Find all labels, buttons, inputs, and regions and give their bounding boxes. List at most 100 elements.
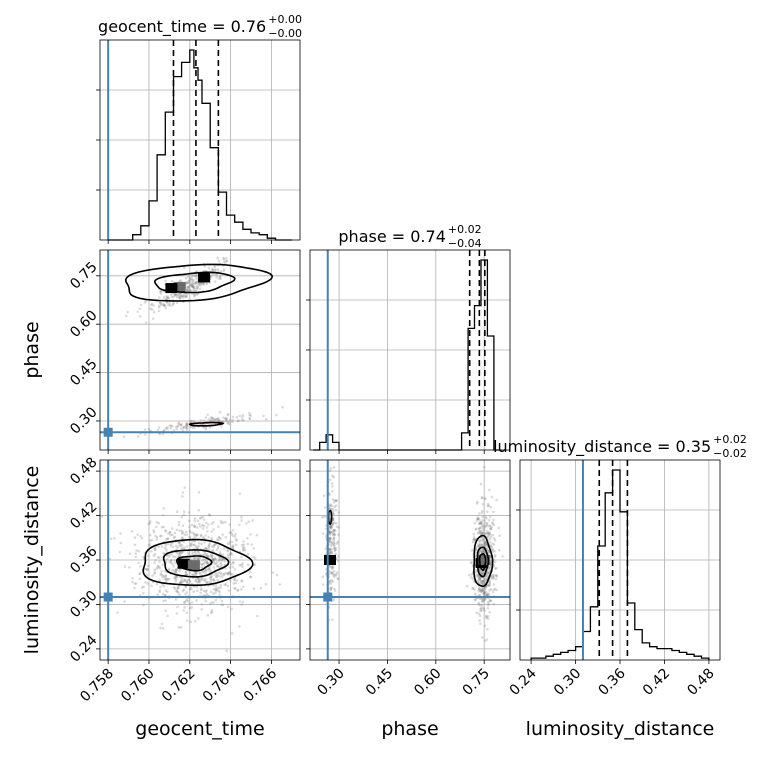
scatter-point — [202, 536, 205, 540]
scatter-point — [213, 562, 216, 565]
scatter-point — [210, 522, 214, 525]
scatter-point — [193, 619, 197, 623]
scatter-point — [128, 552, 132, 555]
scatter-point — [178, 294, 181, 297]
scatter-point — [138, 307, 142, 311]
x-tick-label: 0.762 — [159, 666, 199, 706]
scatter-point — [207, 523, 210, 526]
scatter-point — [335, 572, 338, 576]
scatter-point — [228, 540, 232, 543]
scatter-point — [215, 417, 219, 421]
scatter-point — [176, 590, 180, 594]
scatter-point — [476, 574, 479, 578]
scatter-point — [169, 424, 173, 427]
scatter-point — [324, 547, 328, 551]
scatter-point — [335, 525, 339, 528]
scatter-point — [190, 601, 194, 604]
contour-line — [476, 546, 490, 578]
scatter-point — [210, 610, 214, 614]
scatter-point — [334, 546, 337, 550]
scatter-point — [187, 519, 191, 523]
scatter-point — [156, 564, 160, 567]
scatter-point — [223, 261, 227, 265]
scatter-point — [222, 420, 226, 424]
scatter-point — [473, 588, 476, 591]
scatter-point — [487, 604, 490, 607]
scatter-point — [329, 526, 333, 530]
scatter-point — [174, 570, 177, 573]
scatter-point — [481, 573, 485, 576]
scatter-point — [160, 534, 163, 538]
scatter-point — [477, 612, 481, 616]
scatter-point — [329, 541, 332, 544]
scatter-point — [161, 573, 165, 577]
scatter-point — [174, 567, 178, 571]
scatter-point — [152, 310, 156, 314]
scatter-point — [204, 427, 208, 431]
scatter-point — [205, 568, 209, 572]
scatter-point — [162, 599, 165, 603]
scatter-point — [481, 502, 485, 506]
scatter-point — [195, 277, 198, 281]
scatter-point — [185, 580, 189, 584]
scatter-point — [332, 529, 335, 533]
scatter-point — [262, 414, 265, 418]
scatter-point — [140, 586, 144, 589]
scatter-point — [153, 552, 157, 556]
scatter-point — [481, 509, 484, 513]
scatter-point — [189, 289, 193, 292]
scatter-point — [332, 537, 336, 540]
scatter-point — [173, 535, 177, 539]
scatter-point — [333, 548, 337, 552]
scatter-point — [193, 525, 197, 529]
scatter-point — [479, 521, 483, 525]
scatter-point — [219, 552, 222, 556]
scatter-point — [477, 545, 481, 549]
scatter-point — [240, 563, 243, 567]
scatter-point — [187, 289, 190, 293]
scatter-point — [209, 418, 213, 422]
scatter-point — [193, 295, 196, 298]
scatter-point — [158, 589, 162, 592]
scatter-point — [221, 553, 225, 557]
scatter-point — [202, 426, 206, 429]
scatter-point — [477, 577, 481, 581]
scatter-point — [187, 279, 191, 283]
scatter-point — [477, 601, 481, 605]
scatter-point — [329, 586, 333, 590]
scatter-point — [331, 490, 334, 493]
scatter-point — [487, 570, 491, 574]
scatter-point — [248, 570, 252, 574]
scatter-point — [328, 478, 332, 482]
scatter-point — [169, 544, 173, 547]
scatter-point — [246, 536, 249, 540]
scatter-point — [165, 297, 169, 300]
scatter-point — [165, 426, 169, 429]
scatter-point — [227, 420, 231, 424]
scatter-point — [479, 521, 483, 525]
scatter-point — [197, 284, 200, 287]
scatter-point — [171, 562, 174, 566]
scatter-point — [331, 474, 334, 478]
scatter-point — [247, 520, 251, 523]
scatter-point — [328, 536, 332, 540]
scatter-point — [328, 538, 332, 541]
scatter-point — [205, 547, 208, 551]
scatter-point — [139, 303, 143, 307]
scatter-point — [217, 558, 221, 562]
scatter-point — [158, 556, 161, 559]
scatter-point — [166, 537, 170, 540]
scatter-point — [330, 552, 334, 555]
scatter-point — [196, 519, 200, 523]
scatter-point — [225, 649, 228, 652]
scatter-point — [168, 301, 172, 305]
scatter-point — [335, 499, 338, 502]
scatter-point — [225, 417, 228, 420]
scatter-point — [482, 531, 485, 534]
scatter-point — [214, 584, 218, 587]
scatter-point — [169, 426, 173, 430]
scatter-point — [197, 551, 201, 555]
scatter-point — [218, 536, 221, 540]
scatter-point — [332, 536, 336, 539]
scatter-point — [328, 525, 332, 529]
